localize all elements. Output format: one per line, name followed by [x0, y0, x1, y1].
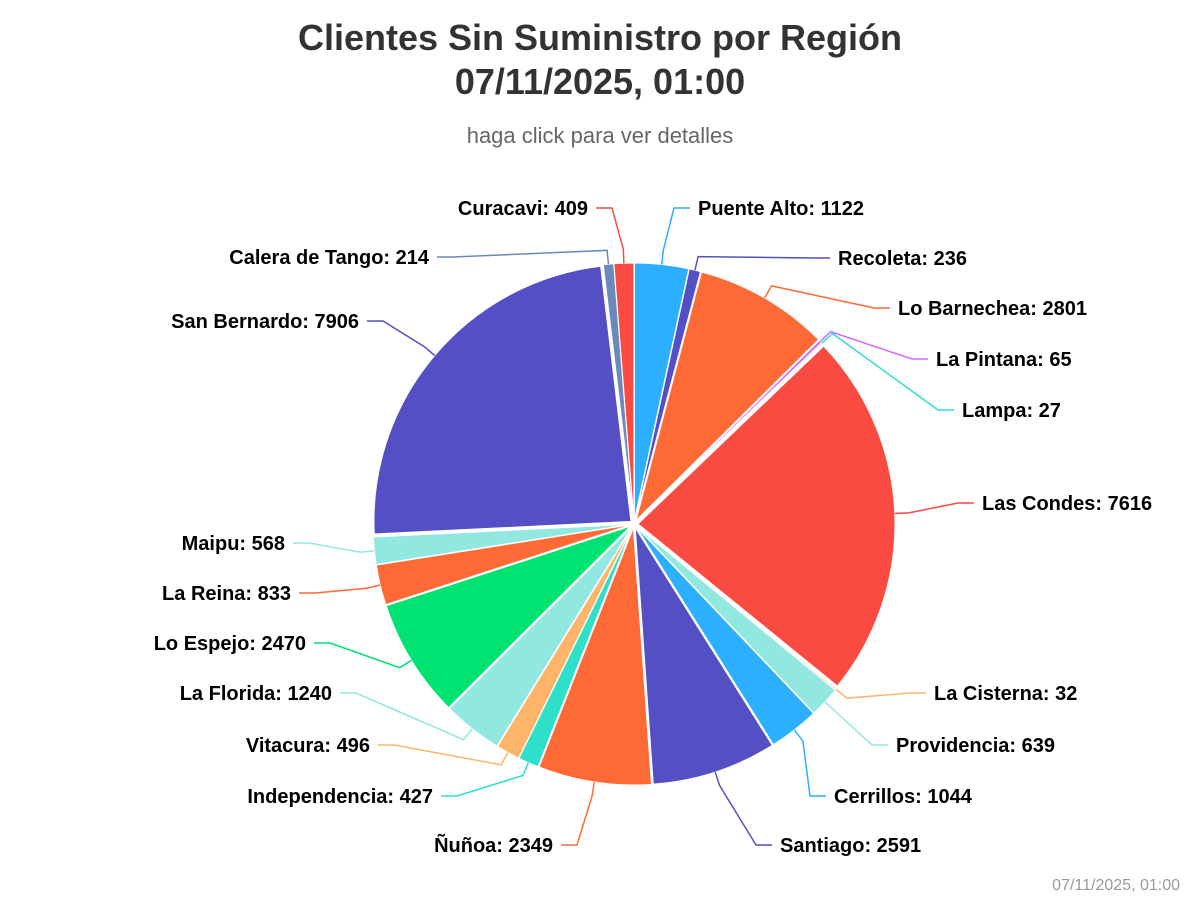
- data-label-curacavi: Curacavi: 409: [458, 198, 588, 220]
- chart-subtitle: haga click para ver detalles: [467, 123, 734, 148]
- connector-curacavi: [596, 207, 625, 264]
- data-label-la-pintana: La Pintana: 65: [936, 349, 1072, 371]
- connector-nunoa: [561, 781, 595, 846]
- data-label-nunoa: Ñuñoa: 2349: [434, 834, 553, 857]
- pie-slice-nunoa[interactable]: [538, 527, 652, 786]
- connector-calera-de-tango: [437, 249, 610, 265]
- connector-independencia: [441, 762, 530, 797]
- pie-slice-maipu[interactable]: [372, 523, 631, 566]
- connector-la-cisterna: [835, 688, 926, 699]
- chart-credit: 07/11/2025, 01:00: [1052, 877, 1180, 894]
- pie-slice-san-bernardo[interactable]: [373, 265, 632, 535]
- pie-slice-puente-alto[interactable]: [633, 262, 690, 521]
- pie-slice-curacavi[interactable]: [613, 262, 635, 521]
- pie-slice-providencia[interactable]: [636, 526, 836, 714]
- connector-providencia: [824, 701, 888, 746]
- connector-maipu: [293, 542, 375, 554]
- connector-las-condes: [894, 502, 974, 515]
- pie-slice-lo-barnechea[interactable]: [635, 271, 820, 522]
- connector-recoleta: [694, 255, 830, 271]
- connector-lampa: [821, 332, 954, 411]
- connector-puente-alto: [661, 207, 690, 265]
- data-label-independencia: Independencia: 427: [247, 786, 433, 808]
- data-label-puente-alto: Puente Alto: 1122: [698, 198, 864, 220]
- data-label-san-bernardo: San Bernardo: 7906: [171, 311, 359, 333]
- connector-lo-barnechea: [763, 285, 890, 309]
- data-label-providencia: Providencia: 639: [896, 735, 1055, 757]
- data-label-santiago: Santiago: 2591: [780, 835, 921, 857]
- connector-la-florida: [340, 692, 473, 741]
- data-label-lampa: Lampa: 27: [962, 400, 1061, 422]
- chart-title-line2: 07/11/2025, 01:00: [455, 61, 745, 102]
- connector-vitacura: [378, 744, 509, 766]
- pie-slice-la-florida[interactable]: [449, 526, 633, 747]
- connector-la-pintana: [819, 330, 928, 360]
- pie-slice-santiago[interactable]: [634, 527, 773, 785]
- data-label-la-florida: La Florida: 1240: [180, 683, 332, 705]
- data-label-calera-de-tango: Calera de Tango: 214: [229, 247, 430, 269]
- data-label-lo-barnechea: Lo Barnechea: 2801: [898, 298, 1087, 320]
- data-label-recoleta: Recoleta: 236: [838, 248, 967, 270]
- connector-cerrillos: [793, 729, 826, 797]
- chart-title-line1: Clientes Sin Suministro por Región: [298, 17, 902, 58]
- data-label-las-condes: Las Condes: 7616: [982, 493, 1152, 515]
- pie-slices: [372, 262, 896, 786]
- connector-lo-espejo: [314, 642, 412, 669]
- connector-santiago: [714, 771, 772, 846]
- data-labels: Puente Alto: 1122 Recoleta: 236 Lo Barnech…: [154, 198, 1152, 857]
- data-label-la-cisterna: La Cisterna: 32: [934, 683, 1077, 705]
- data-label-cerrillos: Cerrillos: 1044: [834, 786, 973, 808]
- pie-slice-recoleta[interactable]: [634, 268, 701, 521]
- data-label-maipu: Maipu: 568: [182, 533, 285, 555]
- connector-san-bernardo: [367, 320, 436, 357]
- data-label-vitacura: Vitacura: 496: [246, 735, 370, 757]
- connector-la-reina: [299, 584, 381, 594]
- data-label-la-reina: La Reina: 833: [162, 583, 291, 605]
- data-label-lo-espejo: Lo Espejo: 2470: [154, 633, 306, 655]
- label-connectors: [293, 207, 974, 846]
